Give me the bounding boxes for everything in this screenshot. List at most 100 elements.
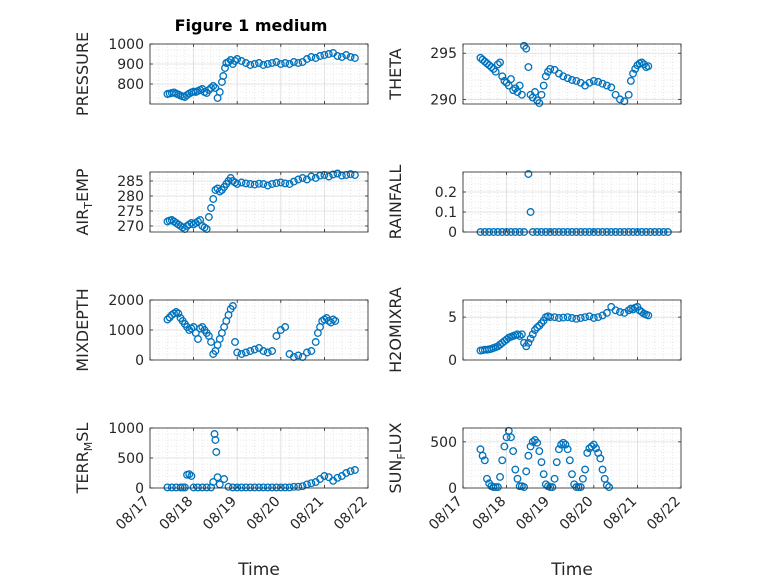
data-point xyxy=(250,60,259,68)
data-point xyxy=(259,180,268,188)
data-series xyxy=(163,49,359,102)
data-point xyxy=(611,306,620,315)
data-point xyxy=(255,179,263,188)
y-tick-label: 500 xyxy=(117,451,144,467)
data-point xyxy=(535,447,544,456)
y-tick-label: 0 xyxy=(135,353,144,369)
y-axis-label: H2OMIXRA xyxy=(386,287,405,373)
data-point xyxy=(224,482,233,491)
data-point xyxy=(246,180,255,188)
subplot-1: 800 900 1000 PRESSURE xyxy=(73,32,369,116)
subplot-8: 0 500 SUNFLUX 08/17 08/18 08/19 08/20 08/21 08/2… xyxy=(386,422,684,580)
data-point xyxy=(215,88,224,96)
data-point xyxy=(478,451,487,460)
x-axis-label: Time xyxy=(550,560,593,580)
y-tick-label: 1000 xyxy=(108,421,144,437)
y-tick-label: 1000 xyxy=(108,37,144,53)
data-point xyxy=(539,81,548,90)
data-point xyxy=(289,482,298,491)
data-point xyxy=(592,444,600,453)
axes-box xyxy=(462,171,682,233)
data-point xyxy=(263,60,272,68)
data-point xyxy=(194,335,202,343)
data-point xyxy=(644,311,653,320)
data-point xyxy=(307,347,316,355)
data-point xyxy=(209,478,218,486)
data-point xyxy=(237,350,246,358)
subplot-6: 0 5 H2OMIXRA xyxy=(386,287,682,373)
data-point xyxy=(611,90,620,99)
data-point xyxy=(276,178,285,187)
x-tick-label: 08/17 xyxy=(113,494,153,534)
data-point xyxy=(624,90,633,99)
data-point xyxy=(602,481,611,490)
y-tick-label: 280 xyxy=(117,189,144,205)
data-point xyxy=(320,51,329,59)
data-point xyxy=(246,483,255,492)
data-point xyxy=(311,174,320,182)
data-point xyxy=(587,442,596,451)
data-point xyxy=(557,440,566,449)
data-point xyxy=(515,81,524,90)
data-point xyxy=(294,351,303,360)
data-point xyxy=(493,60,502,69)
data-point xyxy=(311,338,320,346)
figure-title: Figure 1 medium xyxy=(175,16,328,35)
data-point xyxy=(517,90,526,99)
data-point xyxy=(489,483,498,492)
data-point xyxy=(202,483,211,492)
x-tick-label: 08/18 xyxy=(157,494,197,534)
subplot-5: 0 1000 2000 MIXDEPTH xyxy=(73,288,369,372)
data-point xyxy=(350,54,359,62)
x-tick-label: 08/21 xyxy=(287,494,327,534)
y-tick-label: 270 xyxy=(117,219,144,235)
data-point xyxy=(594,313,603,322)
data-point xyxy=(491,483,500,492)
data-point xyxy=(228,302,237,310)
data-point xyxy=(233,483,242,492)
y-tick-label: 1000 xyxy=(108,323,144,339)
data-point xyxy=(574,483,583,492)
subplot-2: 290 295 THETA xyxy=(386,41,682,108)
data-point xyxy=(598,465,607,474)
data-point xyxy=(237,57,246,65)
data-point xyxy=(246,61,255,69)
data-point xyxy=(537,458,546,467)
y-tick-label: 0 xyxy=(448,481,457,497)
data-point xyxy=(268,347,277,355)
data-point xyxy=(198,483,207,492)
data-point xyxy=(594,77,603,86)
data-point xyxy=(507,433,515,442)
data-point xyxy=(524,170,533,178)
data-point xyxy=(207,204,215,212)
y-tick-label: 5 xyxy=(448,310,457,326)
x-tick-label: 08/19 xyxy=(513,494,553,534)
data-point xyxy=(268,180,277,188)
data-series xyxy=(476,41,653,108)
data-point xyxy=(281,483,290,492)
data-point xyxy=(331,317,340,325)
data-point xyxy=(526,442,535,451)
data-point xyxy=(263,483,272,492)
data-point xyxy=(607,83,616,92)
x-tick-label: 08/22 xyxy=(644,494,684,534)
data-point xyxy=(255,59,263,67)
data-point xyxy=(272,483,281,492)
data-point xyxy=(487,63,496,72)
data-point xyxy=(259,483,268,492)
data-point xyxy=(246,347,255,355)
data-point xyxy=(554,314,563,322)
data-point xyxy=(333,169,342,178)
data-point xyxy=(509,86,518,95)
y-axis-label: AIRTEMP xyxy=(73,168,95,235)
data-point xyxy=(209,82,218,90)
y-axis-label: THETA xyxy=(386,48,405,100)
data-point xyxy=(602,81,611,90)
y-axis-label: PRESSURE xyxy=(73,32,92,116)
data-point xyxy=(237,178,246,187)
data-point xyxy=(307,172,316,181)
data-point xyxy=(535,99,544,108)
data-point xyxy=(342,469,351,477)
data-point xyxy=(346,467,355,476)
data-point xyxy=(559,438,568,447)
